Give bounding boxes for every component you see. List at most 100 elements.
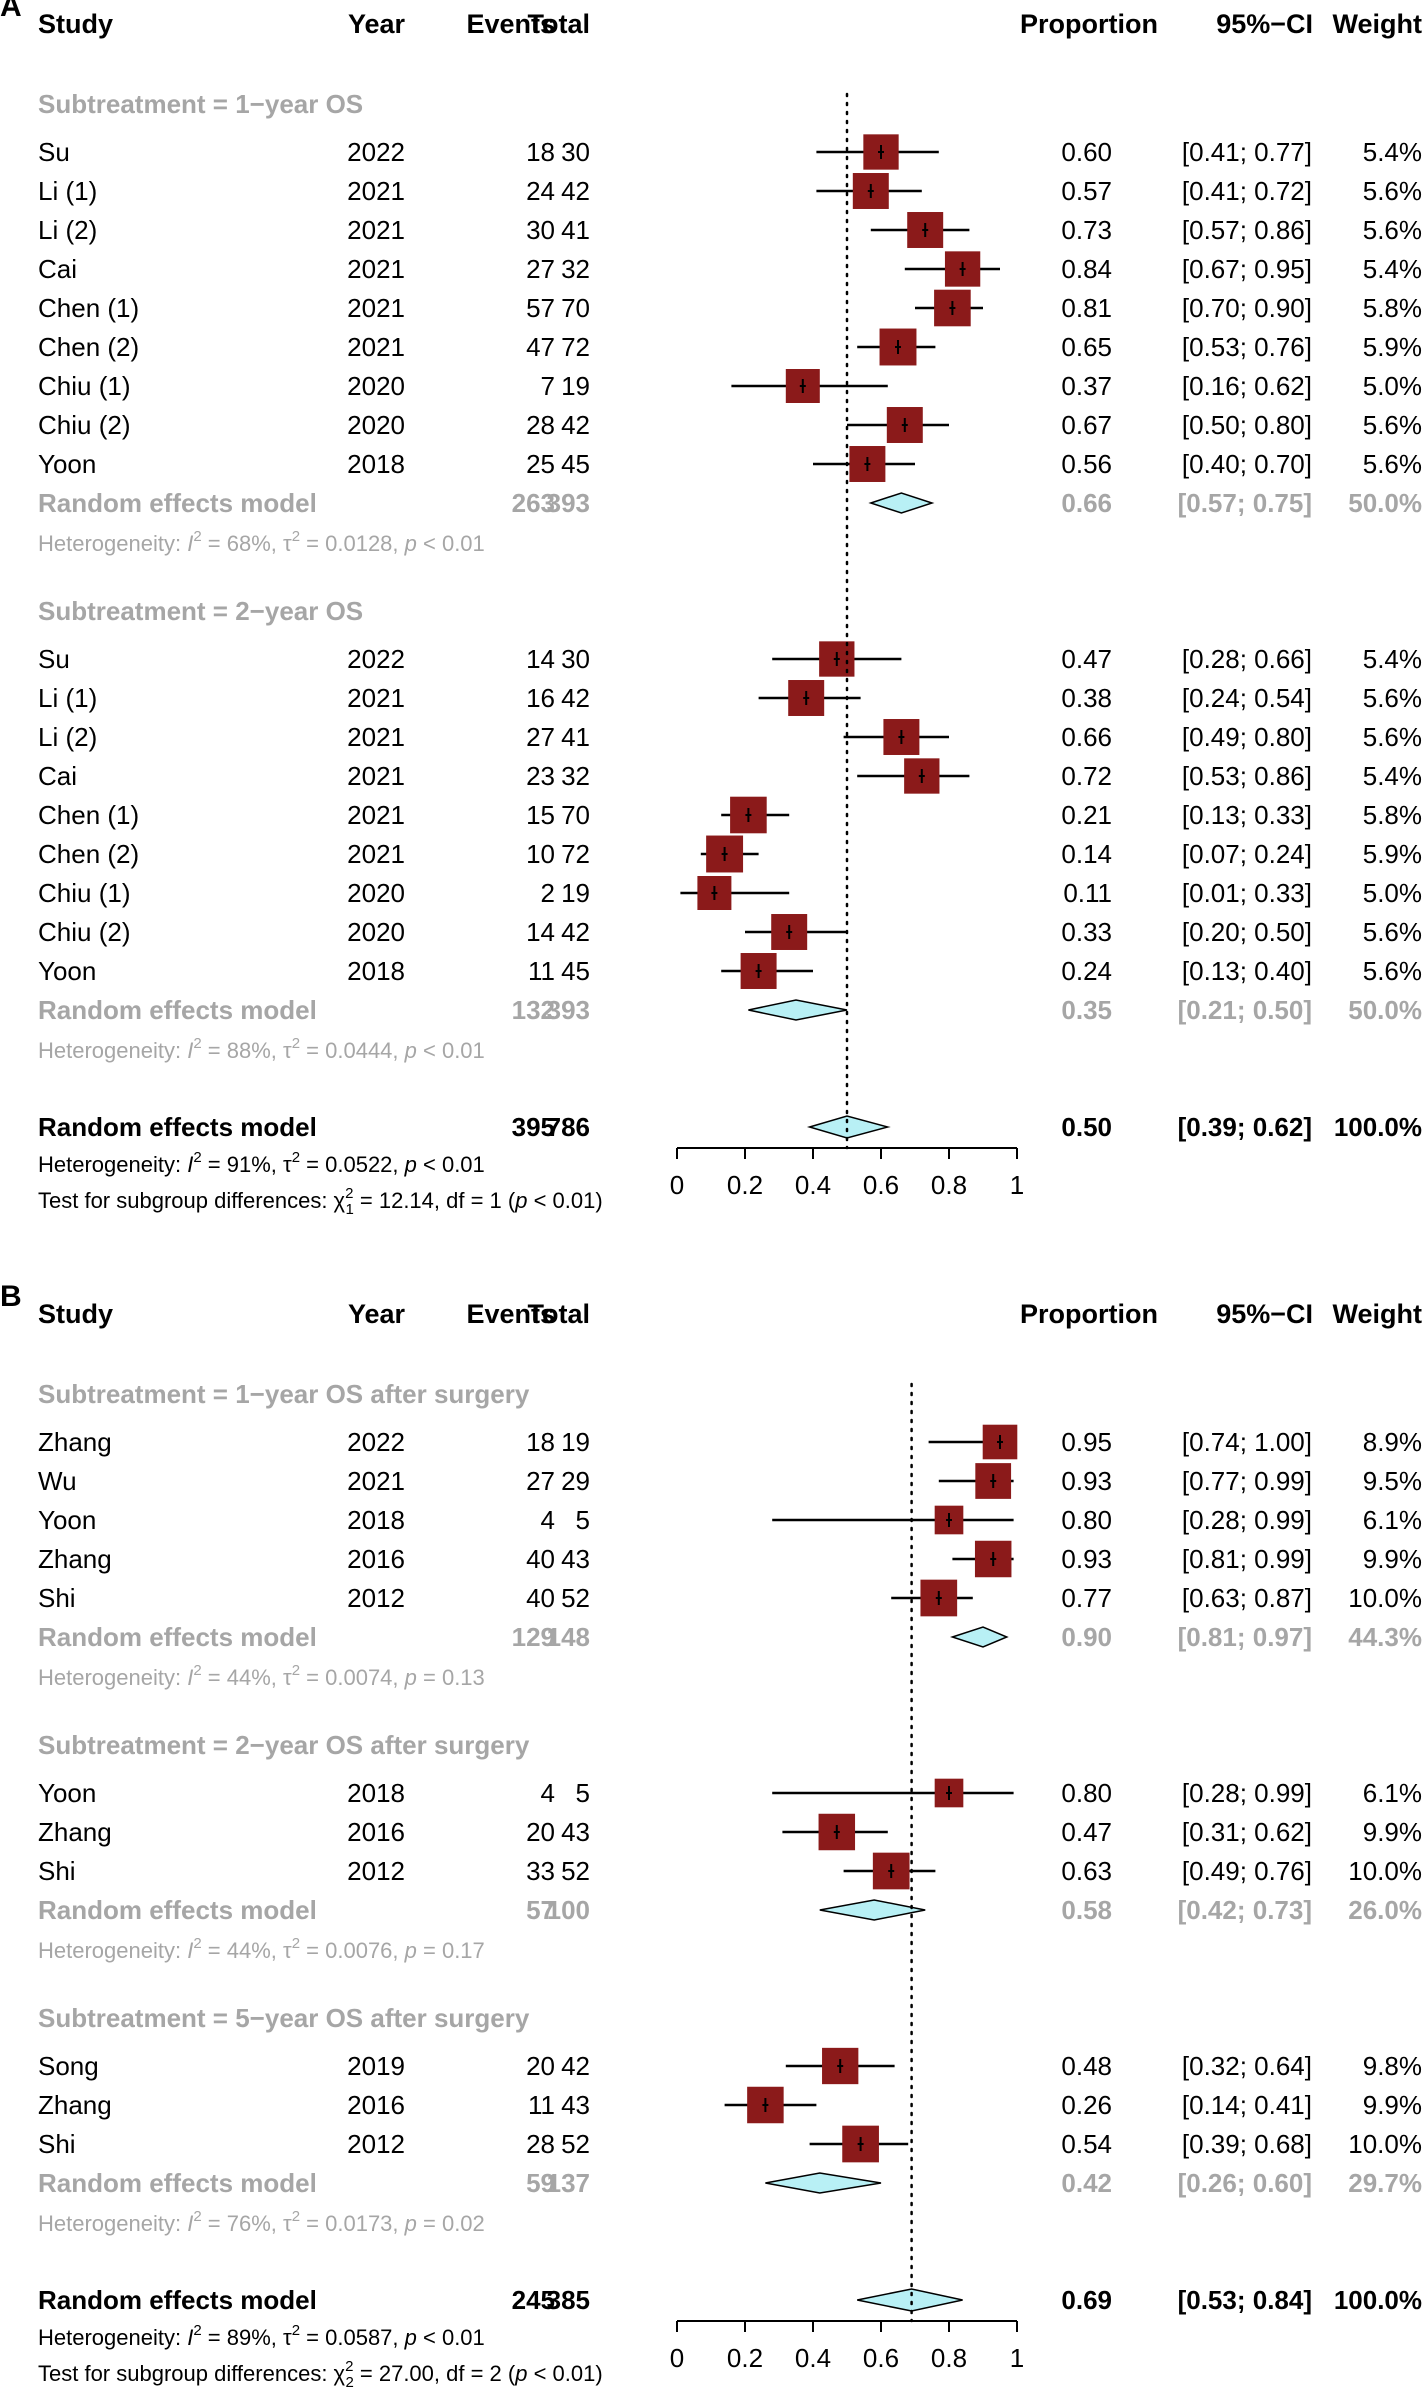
- study-total: 42: [561, 917, 590, 947]
- study-events: 4: [541, 1778, 555, 1808]
- header-total: Total: [528, 1299, 591, 1329]
- pooled-ci: [0.81; 0.97]: [1178, 1622, 1312, 1652]
- study-proportion: 0.93: [1061, 1544, 1112, 1574]
- study-ci: [0.20; 0.50]: [1182, 917, 1312, 947]
- study-name: Zhang: [38, 1544, 112, 1574]
- heterogeneity-text: Heterogeneity: I2 = 68%, τ2 = 0.0128, p …: [38, 528, 485, 556]
- x-tick-label: 0.2: [727, 2343, 763, 2373]
- study-name: Su: [38, 137, 70, 167]
- header-study: Study: [38, 1299, 113, 1329]
- study-weight: 5.4%: [1363, 137, 1422, 167]
- study-events: 11: [528, 956, 555, 986]
- study-total: 5: [576, 1505, 590, 1535]
- study-year: 2022: [347, 1427, 405, 1457]
- study-proportion: 0.65: [1061, 332, 1112, 362]
- x-tick-label: 0.4: [795, 1170, 831, 1200]
- x-tick-label: 1: [1010, 2343, 1024, 2373]
- study-proportion: 0.54: [1061, 2129, 1112, 2159]
- study-events: 25: [526, 449, 555, 479]
- study-proportion: 0.33: [1061, 917, 1112, 947]
- study-year: 2020: [347, 410, 405, 440]
- header-year: Year: [348, 9, 406, 39]
- study-name: Chen (2): [38, 839, 139, 869]
- study-ci: [0.70; 0.90]: [1182, 293, 1312, 323]
- header-study: Study: [38, 9, 113, 39]
- study-ci: [0.67; 0.95]: [1182, 254, 1312, 284]
- x-tick-label: 0.4: [795, 2343, 831, 2373]
- overall-weight: 100.0%: [1334, 2285, 1422, 2315]
- pooled-events: 263: [512, 488, 555, 518]
- study-proportion: 0.37: [1061, 371, 1112, 401]
- x-tick-label: 0.8: [931, 2343, 967, 2373]
- pooled-proportion: 0.35: [1061, 995, 1112, 1025]
- study-total: 42: [561, 176, 590, 206]
- study-name: Chiu (2): [38, 410, 130, 440]
- header-year: Year: [348, 1299, 406, 1329]
- pooled-weight: 50.0%: [1348, 488, 1422, 518]
- study-name: Zhang: [38, 1817, 112, 1847]
- overall-diamond: [806, 1115, 891, 1139]
- study-events: 20: [526, 2051, 555, 2081]
- study-year: 2022: [347, 137, 405, 167]
- study-ci: [0.39; 0.68]: [1182, 2129, 1312, 2159]
- study-weight: 5.9%: [1363, 332, 1422, 362]
- overall-proportion: 0.50: [1061, 1112, 1112, 1142]
- study-proportion: 0.14: [1061, 839, 1112, 869]
- study-year: 2018: [347, 1505, 405, 1535]
- study-total: 30: [561, 137, 590, 167]
- subgroup-test-text: Test for subgroup differences: χ2 1 = 12.…: [38, 1185, 603, 1218]
- study-events: 30: [526, 215, 555, 245]
- study-ci: [0.14; 0.41]: [1182, 2090, 1312, 2120]
- x-tick-label: 0.6: [863, 2343, 899, 2373]
- pooled-events: 132: [512, 995, 555, 1025]
- study-weight: 5.6%: [1363, 410, 1422, 440]
- study-weight: 9.5%: [1363, 1466, 1422, 1496]
- overall-ci: [0.53; 0.84]: [1178, 2285, 1312, 2315]
- study-ci: [0.50; 0.80]: [1182, 410, 1312, 440]
- study-weight: 5.8%: [1363, 800, 1422, 830]
- study-year: 2021: [347, 683, 405, 713]
- header-proportion: Proportion: [1020, 1299, 1158, 1329]
- study-name: Shi: [38, 2129, 76, 2159]
- study-name: Cai: [38, 761, 77, 791]
- header-total: Total: [528, 9, 591, 39]
- study-proportion: 0.72: [1061, 761, 1112, 791]
- pooled-proportion: 0.42: [1061, 2168, 1112, 2198]
- study-total: 70: [561, 800, 590, 830]
- study-year: 2019: [347, 2051, 405, 2081]
- subgroup-title: Subtreatment = 1−year OS: [38, 89, 363, 119]
- study-ci: [0.49; 0.76]: [1182, 1856, 1312, 1886]
- x-tick-label: 0: [670, 2343, 684, 2373]
- study-ci: [0.07; 0.24]: [1182, 839, 1312, 869]
- pooled-events: 59: [526, 2168, 555, 2198]
- study-name: Shi: [38, 1583, 76, 1613]
- study-name: Chiu (1): [38, 878, 130, 908]
- overall-weight: 100.0%: [1334, 1112, 1422, 1142]
- study-year: 2018: [347, 1778, 405, 1808]
- study-name: Song: [38, 2051, 99, 2081]
- study-name: Chiu (2): [38, 917, 130, 947]
- x-tick-label: 0.6: [863, 1170, 899, 1200]
- study-events: 14: [526, 917, 555, 947]
- pooled-diamond: [949, 1626, 1009, 1648]
- study-weight: 9.9%: [1363, 1817, 1422, 1847]
- study-events: 24: [526, 176, 555, 206]
- study-total: 19: [561, 878, 590, 908]
- pooled-ci: [0.57; 0.75]: [1178, 488, 1312, 518]
- study-name: Wu: [38, 1466, 77, 1496]
- study-weight: 5.4%: [1363, 761, 1422, 791]
- study-weight: 10.0%: [1348, 2129, 1422, 2159]
- study-year: 2021: [347, 215, 405, 245]
- pooled-diamond: [765, 2172, 882, 2194]
- pooled-weight: 50.0%: [1348, 995, 1422, 1025]
- overall-total: 786: [547, 1112, 590, 1142]
- study-ci: [0.63; 0.87]: [1182, 1583, 1312, 1613]
- study-proportion: 0.93: [1061, 1466, 1112, 1496]
- study-ci: [0.57; 0.86]: [1182, 215, 1312, 245]
- study-weight: 5.8%: [1363, 293, 1422, 323]
- study-name: Chen (2): [38, 332, 139, 362]
- x-tick-label: 0: [670, 1170, 684, 1200]
- study-ci: [0.31; 0.62]: [1182, 1817, 1312, 1847]
- study-name: Shi: [38, 1856, 76, 1886]
